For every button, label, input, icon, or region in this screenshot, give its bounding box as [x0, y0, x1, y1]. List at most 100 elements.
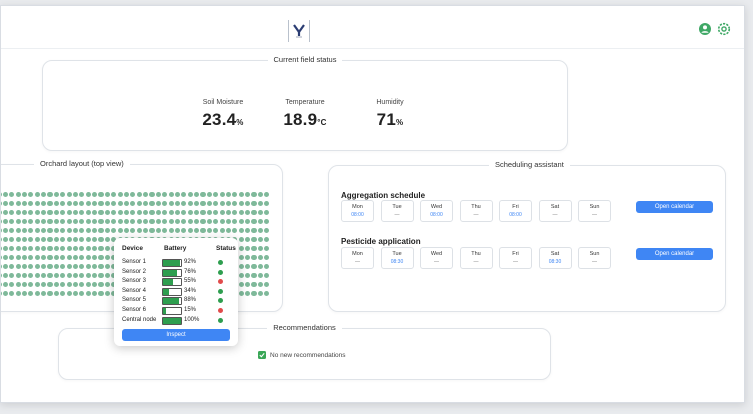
tree-marker[interactable] [174, 228, 181, 234]
tree-marker[interactable] [219, 219, 225, 225]
tree-marker[interactable] [181, 201, 187, 207]
tree-marker[interactable] [136, 192, 142, 198]
tree-marker[interactable] [162, 210, 168, 216]
tree-marker[interactable] [251, 255, 257, 261]
tree-marker[interactable] [136, 210, 142, 216]
tree-marker[interactable] [206, 192, 212, 198]
tree-marker[interactable] [72, 228, 79, 234]
device-row[interactable]: Sensor 5 88% [114, 296, 238, 306]
tree-marker[interactable] [66, 264, 72, 270]
tree-marker[interactable] [92, 255, 98, 261]
tree-marker[interactable] [245, 273, 251, 279]
tree-marker[interactable] [72, 237, 79, 243]
tree-marker[interactable] [41, 228, 47, 234]
tree-marker[interactable] [1, 210, 2, 216]
tree-marker[interactable] [47, 264, 53, 270]
day-cell-wed[interactable]: Wed 08:00 [420, 200, 453, 222]
tree-marker[interactable] [34, 192, 40, 198]
open-calendar-button[interactable]: Open calendar [636, 201, 713, 213]
tree-marker[interactable] [194, 228, 200, 234]
tree-marker[interactable] [72, 246, 79, 252]
tree-marker[interactable] [155, 210, 161, 216]
tree-marker[interactable] [257, 192, 263, 198]
day-cell-wed[interactable]: Wed — [420, 247, 453, 269]
tree-marker[interactable] [206, 228, 212, 234]
tree-marker[interactable] [85, 210, 91, 216]
tree-marker[interactable] [21, 210, 28, 216]
tree-marker[interactable] [15, 273, 21, 279]
tree-marker[interactable] [21, 282, 28, 288]
tree-marker[interactable] [174, 219, 181, 225]
tree-marker[interactable] [9, 264, 15, 270]
tree-marker[interactable] [66, 237, 72, 243]
tree-marker[interactable] [9, 255, 15, 261]
tree-marker[interactable] [53, 210, 59, 216]
tree-marker[interactable] [2, 237, 8, 243]
tree-marker[interactable] [111, 291, 117, 297]
device-row[interactable]: Sensor 4 34% [114, 287, 238, 296]
tree-marker[interactable] [98, 201, 104, 207]
tree-marker[interactable] [66, 255, 72, 261]
tree-marker[interactable] [168, 228, 174, 234]
tree-marker[interactable] [1, 255, 2, 261]
tree-marker[interactable] [257, 228, 263, 234]
tree-marker[interactable] [143, 192, 149, 198]
tree-marker[interactable] [251, 246, 257, 252]
tree-marker[interactable] [1, 228, 2, 234]
tree-marker[interactable] [72, 192, 79, 198]
tree-marker[interactable] [34, 273, 40, 279]
tree-marker[interactable] [181, 210, 187, 216]
tree-marker[interactable] [155, 201, 161, 207]
tree-marker[interactable] [9, 246, 15, 252]
tree-marker[interactable] [2, 255, 8, 261]
day-cell-thu[interactable]: Thu — [459, 247, 493, 269]
tree-marker[interactable] [53, 264, 59, 270]
tree-marker[interactable] [47, 246, 53, 252]
tree-marker[interactable] [15, 192, 21, 198]
tree-marker[interactable] [143, 201, 149, 207]
tree-marker[interactable] [41, 273, 47, 279]
day-cell-mon[interactable]: Mon 08:00 [341, 200, 374, 222]
tree-marker[interactable] [47, 228, 53, 234]
tree-marker[interactable] [53, 291, 59, 297]
day-cell-mon[interactable]: Mon — [341, 247, 374, 269]
tree-marker[interactable] [79, 264, 85, 270]
tree-marker[interactable] [92, 291, 98, 297]
tree-marker[interactable] [53, 201, 59, 207]
tree-marker[interactable] [104, 237, 110, 243]
tree-marker[interactable] [168, 201, 174, 207]
tree-marker[interactable] [155, 192, 161, 198]
device-row[interactable]: Sensor 2 76% [114, 268, 238, 277]
tree-marker[interactable] [111, 264, 117, 270]
tree-marker[interactable] [104, 210, 110, 216]
tree-marker[interactable] [245, 282, 251, 288]
tree-marker[interactable] [168, 210, 174, 216]
tree-marker[interactable] [136, 201, 142, 207]
tree-marker[interactable] [251, 192, 257, 198]
tree-marker[interactable] [257, 246, 263, 252]
tree-marker[interactable] [66, 201, 72, 207]
tree-marker[interactable] [79, 237, 85, 243]
tree-marker[interactable] [47, 201, 53, 207]
tree-marker[interactable] [111, 255, 117, 261]
tree-marker[interactable] [1, 192, 2, 198]
tree-marker[interactable] [9, 228, 15, 234]
tree-marker[interactable] [1, 246, 2, 252]
tree-marker[interactable] [155, 228, 161, 234]
tree-marker[interactable] [123, 228, 130, 234]
tree-marker[interactable] [34, 264, 40, 270]
tree-marker[interactable] [85, 273, 91, 279]
tree-marker[interactable] [92, 273, 98, 279]
tree-marker[interactable] [72, 210, 79, 216]
tree-marker[interactable] [104, 291, 110, 297]
tree-marker[interactable] [15, 264, 21, 270]
tree-marker[interactable] [187, 201, 193, 207]
tree-marker[interactable] [136, 228, 142, 234]
tree-marker[interactable] [219, 210, 225, 216]
tree-marker[interactable] [162, 201, 168, 207]
tree-marker[interactable] [92, 210, 98, 216]
tree-marker[interactable] [123, 192, 130, 198]
tree-marker[interactable] [60, 201, 66, 207]
tree-marker[interactable] [98, 246, 104, 252]
tree-marker[interactable] [245, 255, 251, 261]
